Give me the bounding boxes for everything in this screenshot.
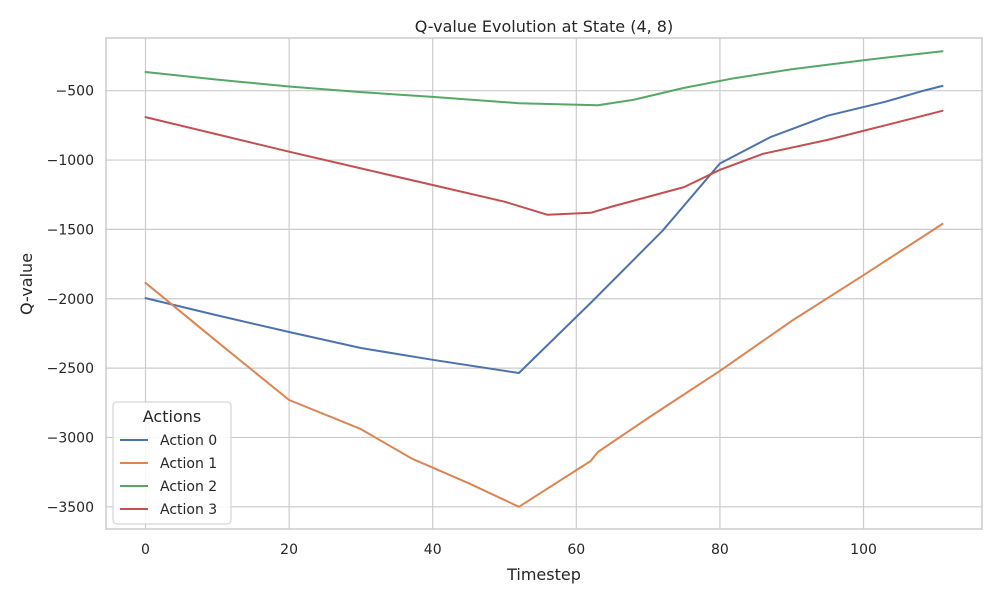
legend: Actions Action 0 Action 1 Action 2 Action 3: [112, 401, 232, 525]
y-tick-label: −1500: [47, 222, 94, 238]
x-tick-label: 40: [424, 542, 442, 558]
legend-label: Action 0: [160, 433, 217, 449]
x-tick-label: 0: [141, 542, 150, 558]
y-tick-label: −2500: [47, 361, 94, 377]
legend-title: Actions: [143, 407, 201, 426]
x-axis-label: Timestep: [506, 565, 581, 584]
x-tick-label: 20: [280, 542, 298, 558]
chart-title: Q-value Evolution at State (4, 8): [415, 17, 673, 36]
series-line-action-0: [144, 84, 944, 374]
x-tick-label: 80: [711, 542, 729, 558]
y-tick-label: −3000: [47, 430, 94, 446]
legend-label: Action 2: [160, 479, 217, 495]
legend-box: [112, 401, 232, 525]
plot-area: [106, 38, 982, 529]
axes-frame: [105, 37, 983, 530]
series-line-action-2: [144, 50, 944, 107]
legend-label: Action 3: [160, 502, 217, 518]
legend-label: Action 1: [160, 456, 217, 472]
x-tick-label: 60: [567, 542, 585, 558]
y-axis-label: Q-value: [17, 253, 36, 315]
x-tick-label: 100: [850, 542, 877, 558]
y-tick-label: −2000: [47, 292, 94, 308]
y-tick-label: −3500: [47, 500, 94, 516]
y-tick-label: −1000: [47, 153, 94, 169]
y-tick-label: −500: [56, 84, 94, 100]
series-line-action-1: [144, 222, 944, 508]
series-line-action-3: [144, 109, 944, 216]
